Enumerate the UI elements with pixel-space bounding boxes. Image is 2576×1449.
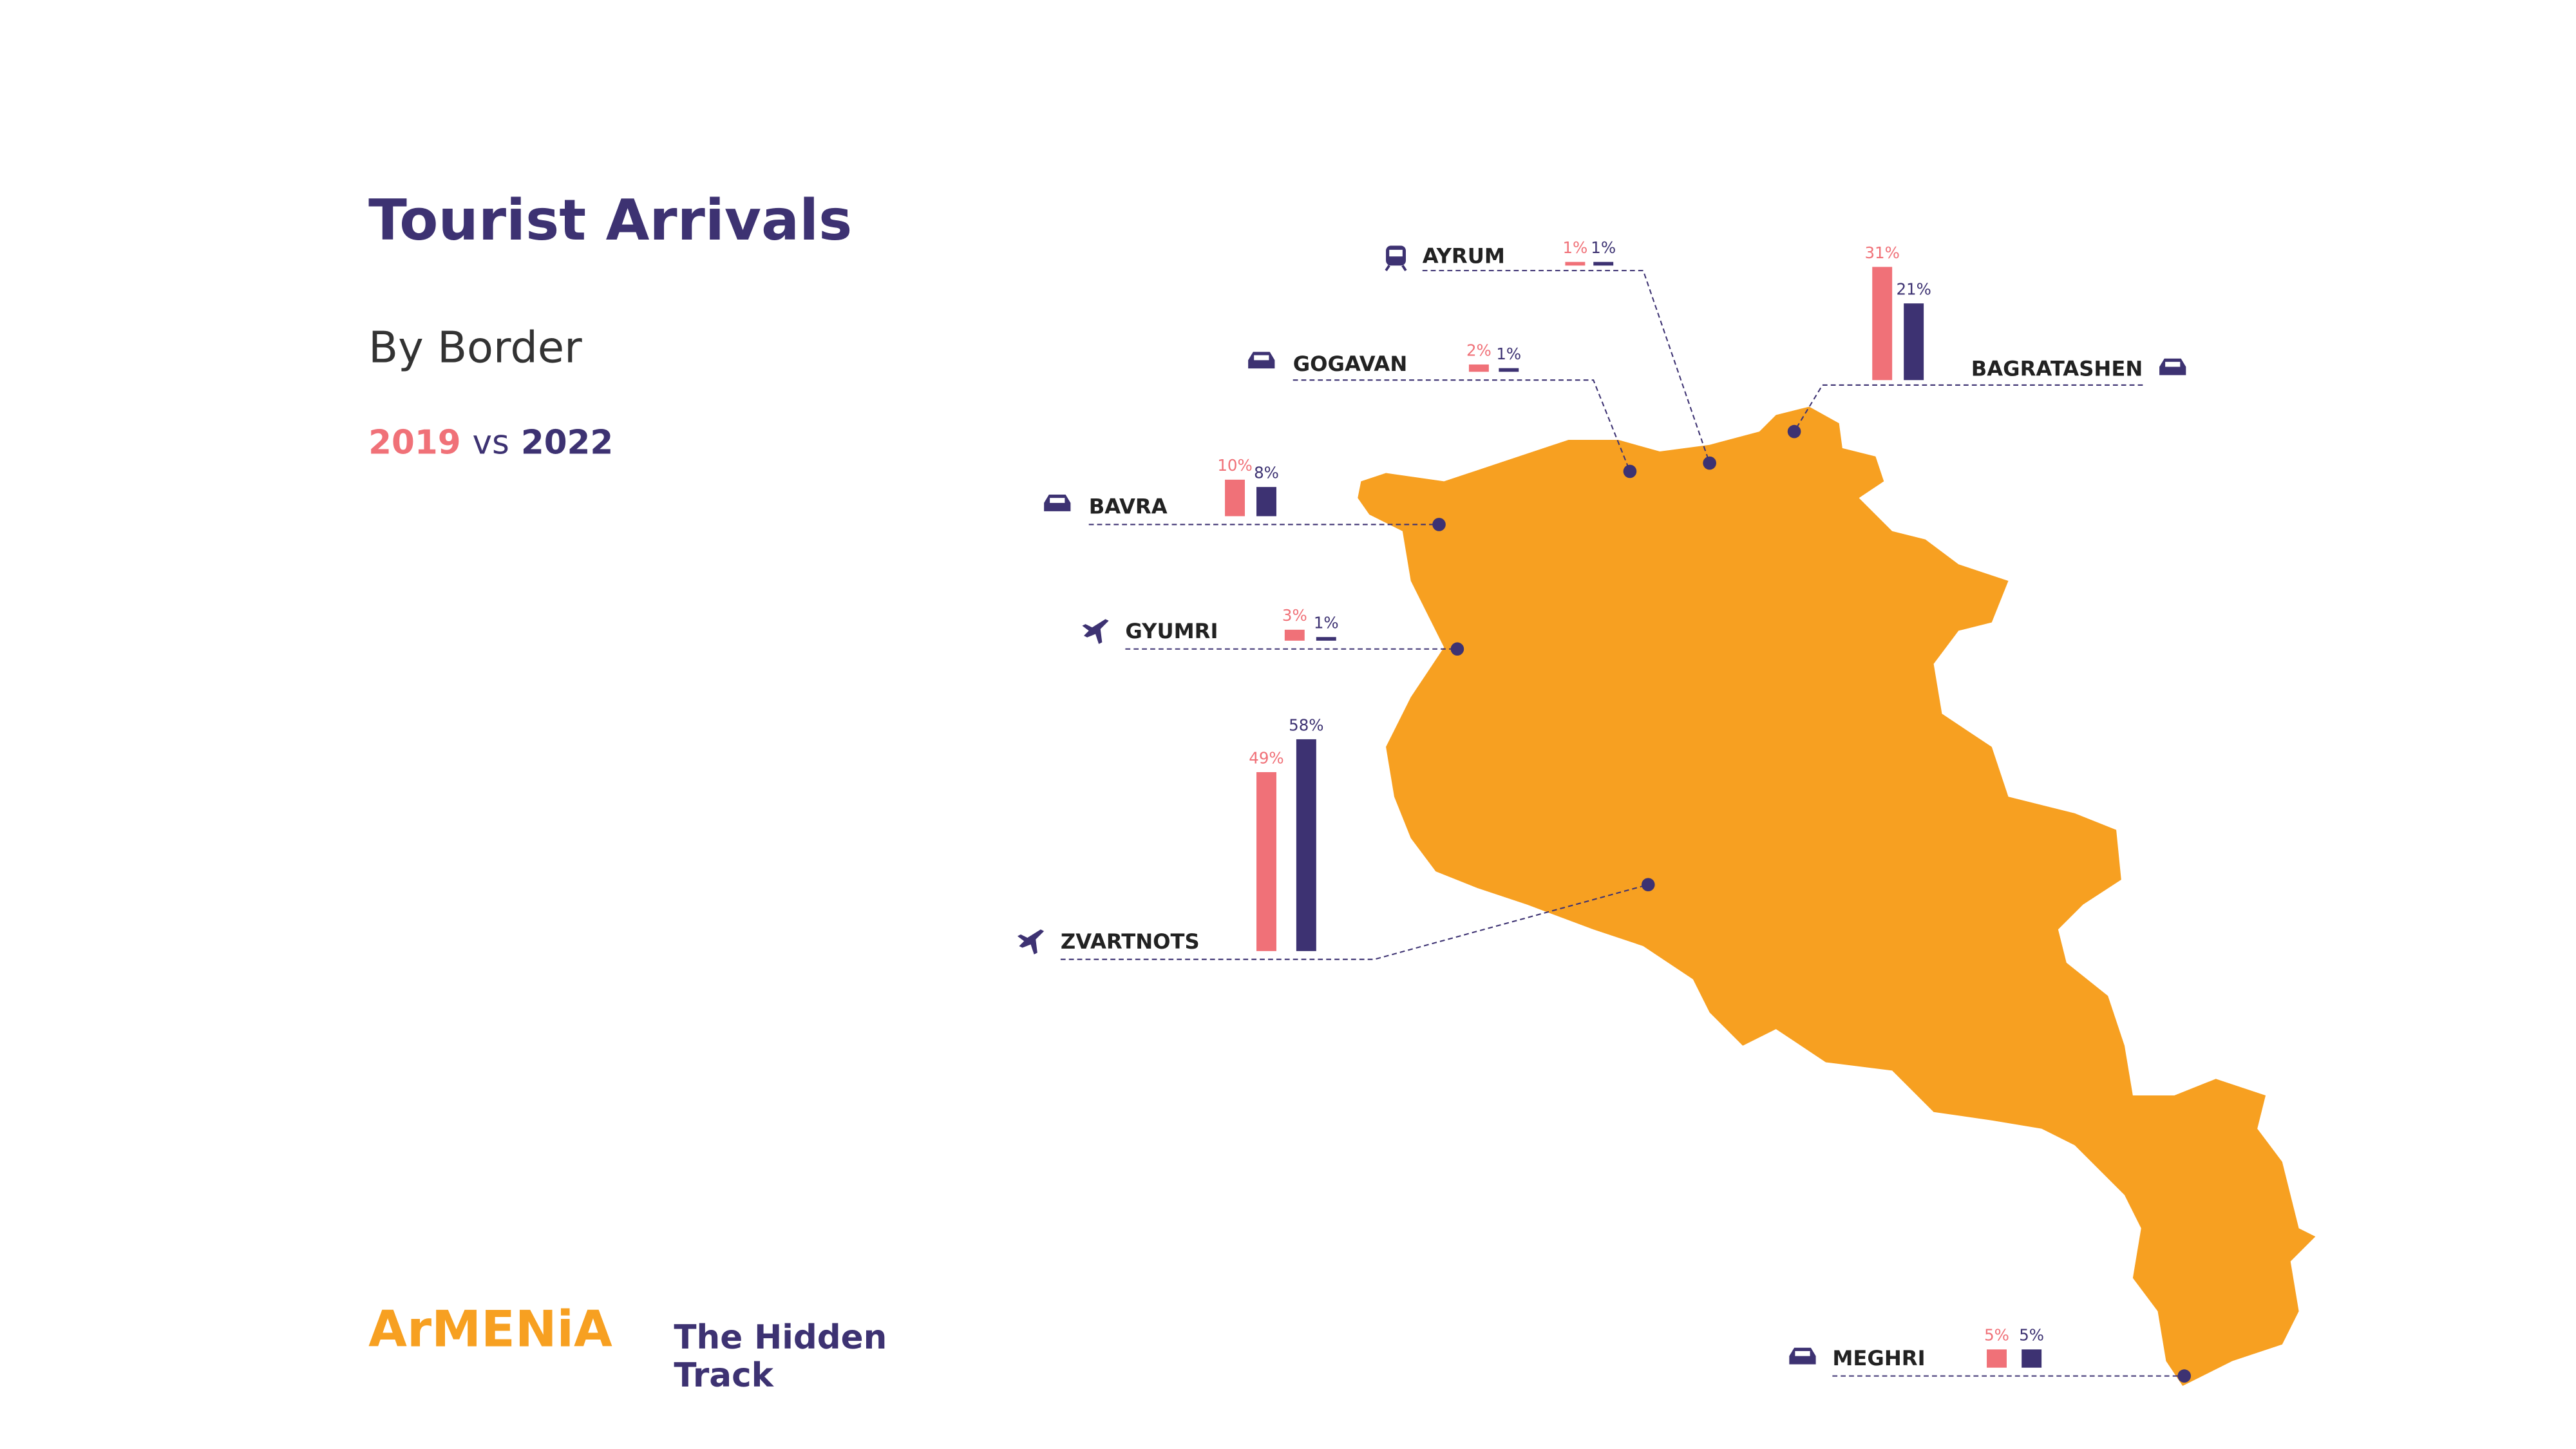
bar <box>1904 303 1924 381</box>
border-name: BAVRA <box>1089 495 1168 519</box>
bar <box>1284 629 1305 641</box>
leader-line <box>1422 270 1710 464</box>
value-label: 3% <box>1282 606 1307 625</box>
plane-icon <box>1082 619 1109 644</box>
title: Tourist Arrivals <box>368 187 852 253</box>
bar <box>1499 368 1519 372</box>
legend-2019: 2019 <box>368 424 460 462</box>
train-window <box>1389 249 1403 257</box>
leader-line <box>1794 384 2143 432</box>
value-label: 5% <box>2019 1326 2044 1345</box>
leader-line <box>1293 379 1631 472</box>
subtitle: By Border <box>368 322 582 372</box>
bar <box>1565 261 1586 266</box>
value-label: 5% <box>1984 1326 2009 1345</box>
border-point <box>1432 518 1446 531</box>
logo-brand: ArMENiA <box>368 1301 612 1359</box>
value-label: 1% <box>1314 614 1339 632</box>
border-name: GYUMRI <box>1125 619 1218 643</box>
border-point <box>2177 1369 2192 1383</box>
bar <box>1256 772 1276 951</box>
border-name: BAGRATASHEN <box>1971 357 2143 381</box>
car-window <box>1050 498 1065 503</box>
car-window <box>1254 355 1269 361</box>
value-label: 21% <box>1896 280 1931 299</box>
value-label: 1% <box>1562 238 1587 257</box>
border-name: ZVARTNOTS <box>1061 929 1200 954</box>
bar <box>2022 1349 2042 1368</box>
armenia-map <box>1358 406 2316 1387</box>
legend: 2019 vs 2022 <box>368 424 613 462</box>
border-name: MEGHRI <box>1832 1346 1925 1370</box>
value-label: 1% <box>1496 345 1521 363</box>
border-name: GOGAVAN <box>1293 352 1408 376</box>
value-label: 2% <box>1466 341 1492 359</box>
border-point <box>1450 642 1464 656</box>
value-label: 58% <box>1289 715 1323 734</box>
bar <box>1256 487 1276 516</box>
value-label: 10% <box>1217 456 1252 475</box>
train-legs <box>1385 265 1407 272</box>
value-label: 8% <box>1254 464 1279 482</box>
legend-connector: vs <box>473 424 509 462</box>
logo-tagline: The Hidden <box>674 1318 887 1357</box>
border-point <box>1641 878 1655 892</box>
bar <box>1468 364 1489 372</box>
logo-tagline: Track <box>674 1356 774 1395</box>
bar <box>1296 739 1316 951</box>
border-point <box>1703 456 1716 470</box>
value-label: 1% <box>1591 238 1616 257</box>
bar <box>1316 637 1336 641</box>
value-label: 31% <box>1864 243 1899 262</box>
bar <box>1987 1349 2007 1368</box>
border-name: AYRUM <box>1423 243 1505 268</box>
car-window <box>2165 361 2181 367</box>
legend-2022: 2022 <box>521 424 613 462</box>
car-window <box>1795 1350 1810 1356</box>
border-point <box>1787 424 1801 439</box>
leader-line <box>1060 884 1649 960</box>
plane-icon <box>1017 929 1045 954</box>
border-point <box>1623 464 1637 478</box>
bar <box>1225 479 1245 516</box>
bar <box>1593 261 1614 266</box>
bar <box>1872 267 1893 381</box>
value-label: 49% <box>1249 748 1283 767</box>
